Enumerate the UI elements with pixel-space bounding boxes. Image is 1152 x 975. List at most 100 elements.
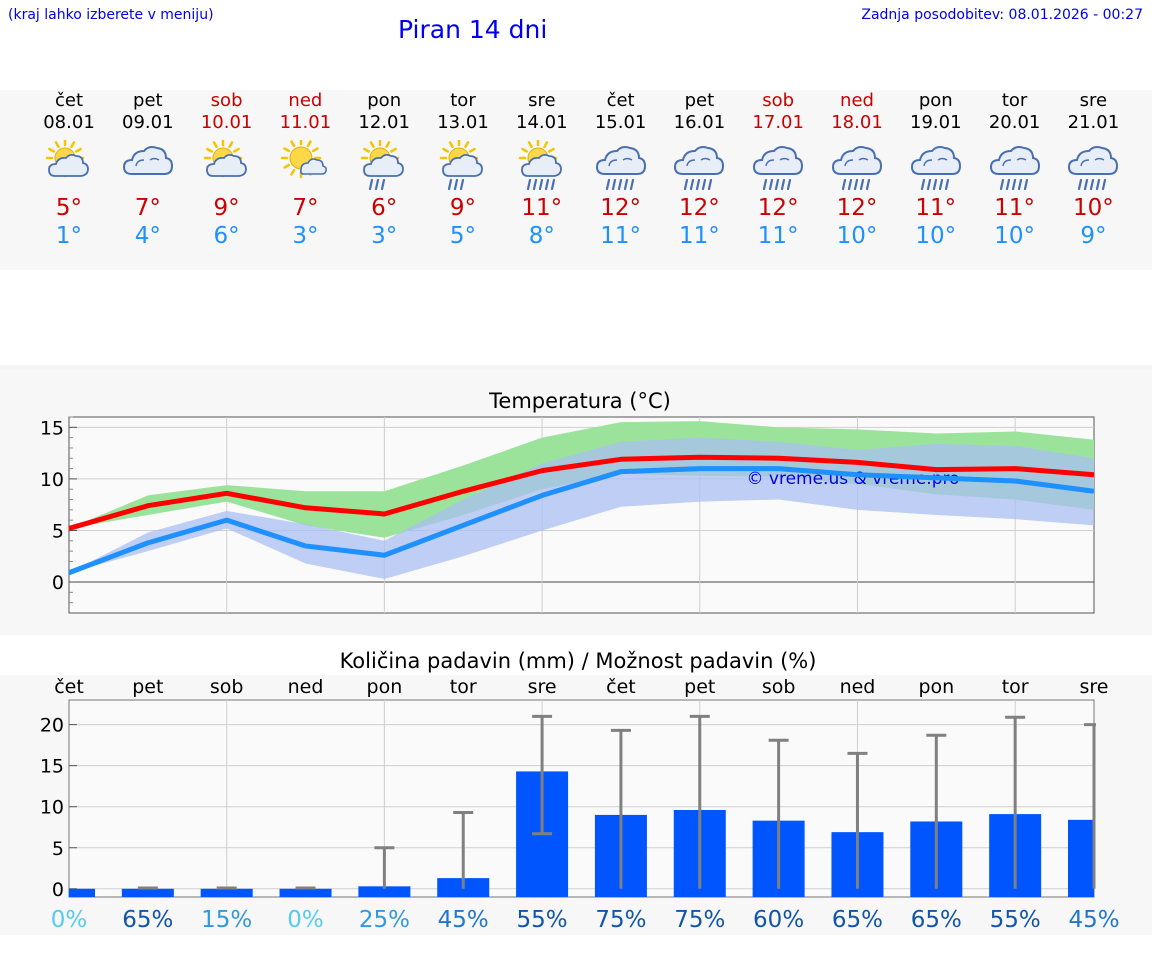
- y-tick-label: 0: [52, 572, 64, 594]
- min-temp: 11°: [679, 223, 720, 249]
- min-temp: 4°: [134, 223, 161, 249]
- precip-chance-label: 75%: [674, 907, 725, 933]
- day-date: 16.01: [673, 112, 726, 133]
- cloud-rain-icon: [975, 140, 1055, 190]
- day-name: tor: [450, 90, 476, 111]
- day-name: ned: [840, 90, 874, 111]
- day-forecast: pet 16.01 12° 11°: [659, 90, 739, 250]
- min-temp-line: [68, 466, 1095, 576]
- max-temp: 11°: [994, 195, 1035, 221]
- x-category-label: sob: [210, 676, 244, 698]
- max-temp: 12°: [757, 195, 799, 221]
- day-name: pet: [133, 90, 163, 111]
- min-temp: 1°: [55, 223, 83, 249]
- cloud-icon: [108, 140, 188, 190]
- cloud-rain-icon: [1053, 140, 1133, 190]
- precip-chance-label: 65%: [122, 907, 173, 933]
- day-forecast: čet 08.01 5° 1°: [29, 90, 109, 250]
- day-forecast: pet 09.01 7° 4°: [108, 90, 188, 250]
- watermark: © vreme.us & vreme.pro: [746, 469, 959, 489]
- precip-chance-label: 65%: [911, 907, 962, 933]
- divider: [0, 365, 1152, 370]
- min-temp: 3°: [371, 223, 398, 249]
- x-category-label: pet: [132, 676, 163, 698]
- x-category-label: čet: [606, 676, 636, 698]
- min-temp: 6°: [213, 223, 240, 249]
- x-category-label: tor: [1002, 676, 1029, 698]
- x-category-label: sre: [528, 676, 557, 698]
- day-forecast: sob 17.01 12° 11°: [738, 90, 818, 250]
- day-forecast: sre 21.01 10° 9°: [1053, 90, 1133, 250]
- min-temp: 9°: [1080, 223, 1107, 249]
- day-name: sre: [528, 90, 556, 111]
- x-category-label: pon: [918, 676, 954, 698]
- max-temp: 9°: [449, 195, 477, 221]
- day-date: 13.01: [437, 112, 489, 133]
- day-date: 10.01: [200, 112, 253, 133]
- max-temp-line: [68, 454, 1095, 531]
- precip-chance-label: 25%: [359, 907, 410, 933]
- sun-cloud-icon: [187, 140, 267, 190]
- x-category-label: čet: [54, 676, 84, 698]
- y-tick-label: 15: [40, 756, 64, 778]
- day-forecast: ned 18.01 12° 10°: [817, 90, 897, 250]
- precip-chance-label: 75%: [595, 907, 646, 933]
- sun-small-cloud-icon: [265, 140, 345, 190]
- day-name: pon: [367, 90, 402, 111]
- day-forecast: pon 12.01 6° 3°: [344, 90, 424, 250]
- cloud-rain-icon: [581, 140, 661, 190]
- y-tick-label: 5: [52, 520, 64, 542]
- day-name: čet: [606, 90, 635, 111]
- max-temp: 9°: [213, 195, 240, 221]
- x-category-label: ned: [840, 676, 876, 698]
- min-temp: 10°: [915, 223, 957, 249]
- temperature-panel: Temperatura (°C) 0 5 10 15 © vreme.us & vreme…: [0, 370, 1152, 635]
- day-name: ned: [288, 90, 323, 111]
- daily-forecast: čet 08.01 5° 1° pet 09.01 7° 4° sob 10.01 9° 6° ned 1…: [0, 90, 1152, 270]
- precip-bar: [1068, 819, 1094, 897]
- precip-chance-label: 60%: [753, 907, 804, 933]
- max-temp: 10°: [1073, 195, 1114, 221]
- chart-title: Količina padavin (mm) / Možnost padavin …: [340, 649, 817, 673]
- location-hint: (kraj lahko izberete v meniju): [8, 7, 214, 23]
- precip-chance-label: 0%: [287, 907, 324, 933]
- max-temp: 7°: [292, 195, 319, 221]
- max-temp: 11°: [521, 195, 563, 221]
- day-name: sob: [762, 90, 795, 111]
- cloud-rain-icon: [896, 140, 976, 190]
- precipitation-panel: čet pet sob ned pon tor sre čet pet sob ned pon tor s…: [0, 675, 1152, 935]
- y-tick-label: 10: [40, 469, 64, 491]
- max-temp: 7°: [134, 195, 161, 221]
- cloud-rain-icon: [817, 140, 897, 190]
- last-updated: Zadnja posodobitev: 08.01.2026 - 00:27: [861, 7, 1143, 23]
- day-forecast: čet 15.01 12° 11°: [581, 90, 661, 250]
- day-date: 15.01: [594, 112, 647, 133]
- day-date: 18.01: [831, 112, 883, 133]
- sun-cloud-rain-icon: [423, 140, 503, 190]
- max-temp: 11°: [915, 195, 957, 221]
- day-date: 08.01: [43, 112, 95, 133]
- precipitation-chart: čet pet sob ned pon tor sre čet pet sob ned pon tor s…: [40, 676, 1120, 933]
- day-date: 20.01: [988, 112, 1041, 133]
- day-name: tor: [1001, 90, 1028, 111]
- precip-bar: [200, 888, 253, 897]
- max-temp: 12°: [679, 195, 720, 221]
- min-temp: 10°: [836, 223, 878, 249]
- precip-chance-label: 55%: [990, 907, 1041, 933]
- precip-bar: [279, 888, 332, 897]
- day-name: pet: [684, 90, 715, 111]
- day-date: 09.01: [122, 112, 174, 133]
- precip-bar: [358, 886, 411, 897]
- precip-chance-label: 45%: [1068, 907, 1119, 933]
- day-name: sob: [210, 90, 243, 111]
- day-date: 12.01: [358, 112, 410, 133]
- min-temp: 8°: [528, 223, 555, 249]
- min-temp: 10°: [994, 223, 1035, 249]
- x-category-label: sre: [1080, 676, 1109, 698]
- cloud-rain-icon: [659, 140, 739, 190]
- day-forecast: pon 19.01 11° 10°: [896, 90, 976, 250]
- day-date: 17.01: [752, 112, 804, 133]
- chart-title: Temperatura (°C): [488, 389, 671, 413]
- min-temp: 5°: [449, 223, 477, 249]
- day-forecast: ned 11.01 7° 3°: [265, 90, 345, 250]
